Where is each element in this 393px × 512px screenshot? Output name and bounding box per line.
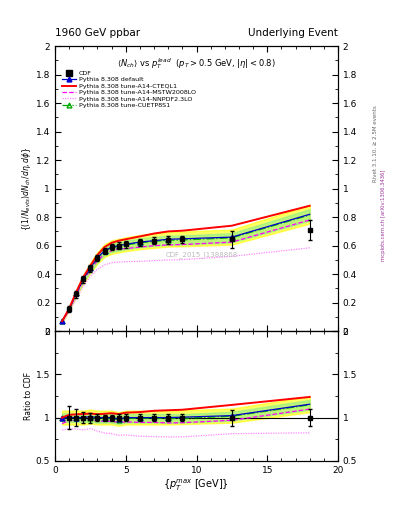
Text: CDF_2015_I1388868: CDF_2015_I1388868 [166,251,238,258]
Y-axis label: Ratio to CDF: Ratio to CDF [24,372,33,420]
Text: Rivet 3.1.10, ≥ 2.5M events: Rivet 3.1.10, ≥ 2.5M events [373,105,378,182]
X-axis label: $\{p_T^{max}$ [GeV]$\}$: $\{p_T^{max}$ [GeV]$\}$ [163,477,230,493]
Legend: CDF, Pythia 8.308 default, Pythia 8.308 tune-A14-CTEQL1, Pythia 8.308 tune-A14-M: CDF, Pythia 8.308 default, Pythia 8.308 … [61,69,197,110]
Text: Underlying Event: Underlying Event [248,28,338,38]
Y-axis label: $\{(1/N_{evts}) dN_{ch}/d\eta, d\phi\}$: $\{(1/N_{evts}) dN_{ch}/d\eta, d\phi\}$ [20,146,33,231]
Text: 1960 GeV ppbar: 1960 GeV ppbar [55,28,140,38]
Text: mcplots.cern.ch [arXiv:1306.3436]: mcplots.cern.ch [arXiv:1306.3436] [381,169,386,261]
Text: $\langle N_{ch}\rangle$ vs $p_T^{lead}$  ($p_T > 0.5$ GeV, $|\eta| < 0.8$): $\langle N_{ch}\rangle$ vs $p_T^{lead}$ … [117,56,276,71]
